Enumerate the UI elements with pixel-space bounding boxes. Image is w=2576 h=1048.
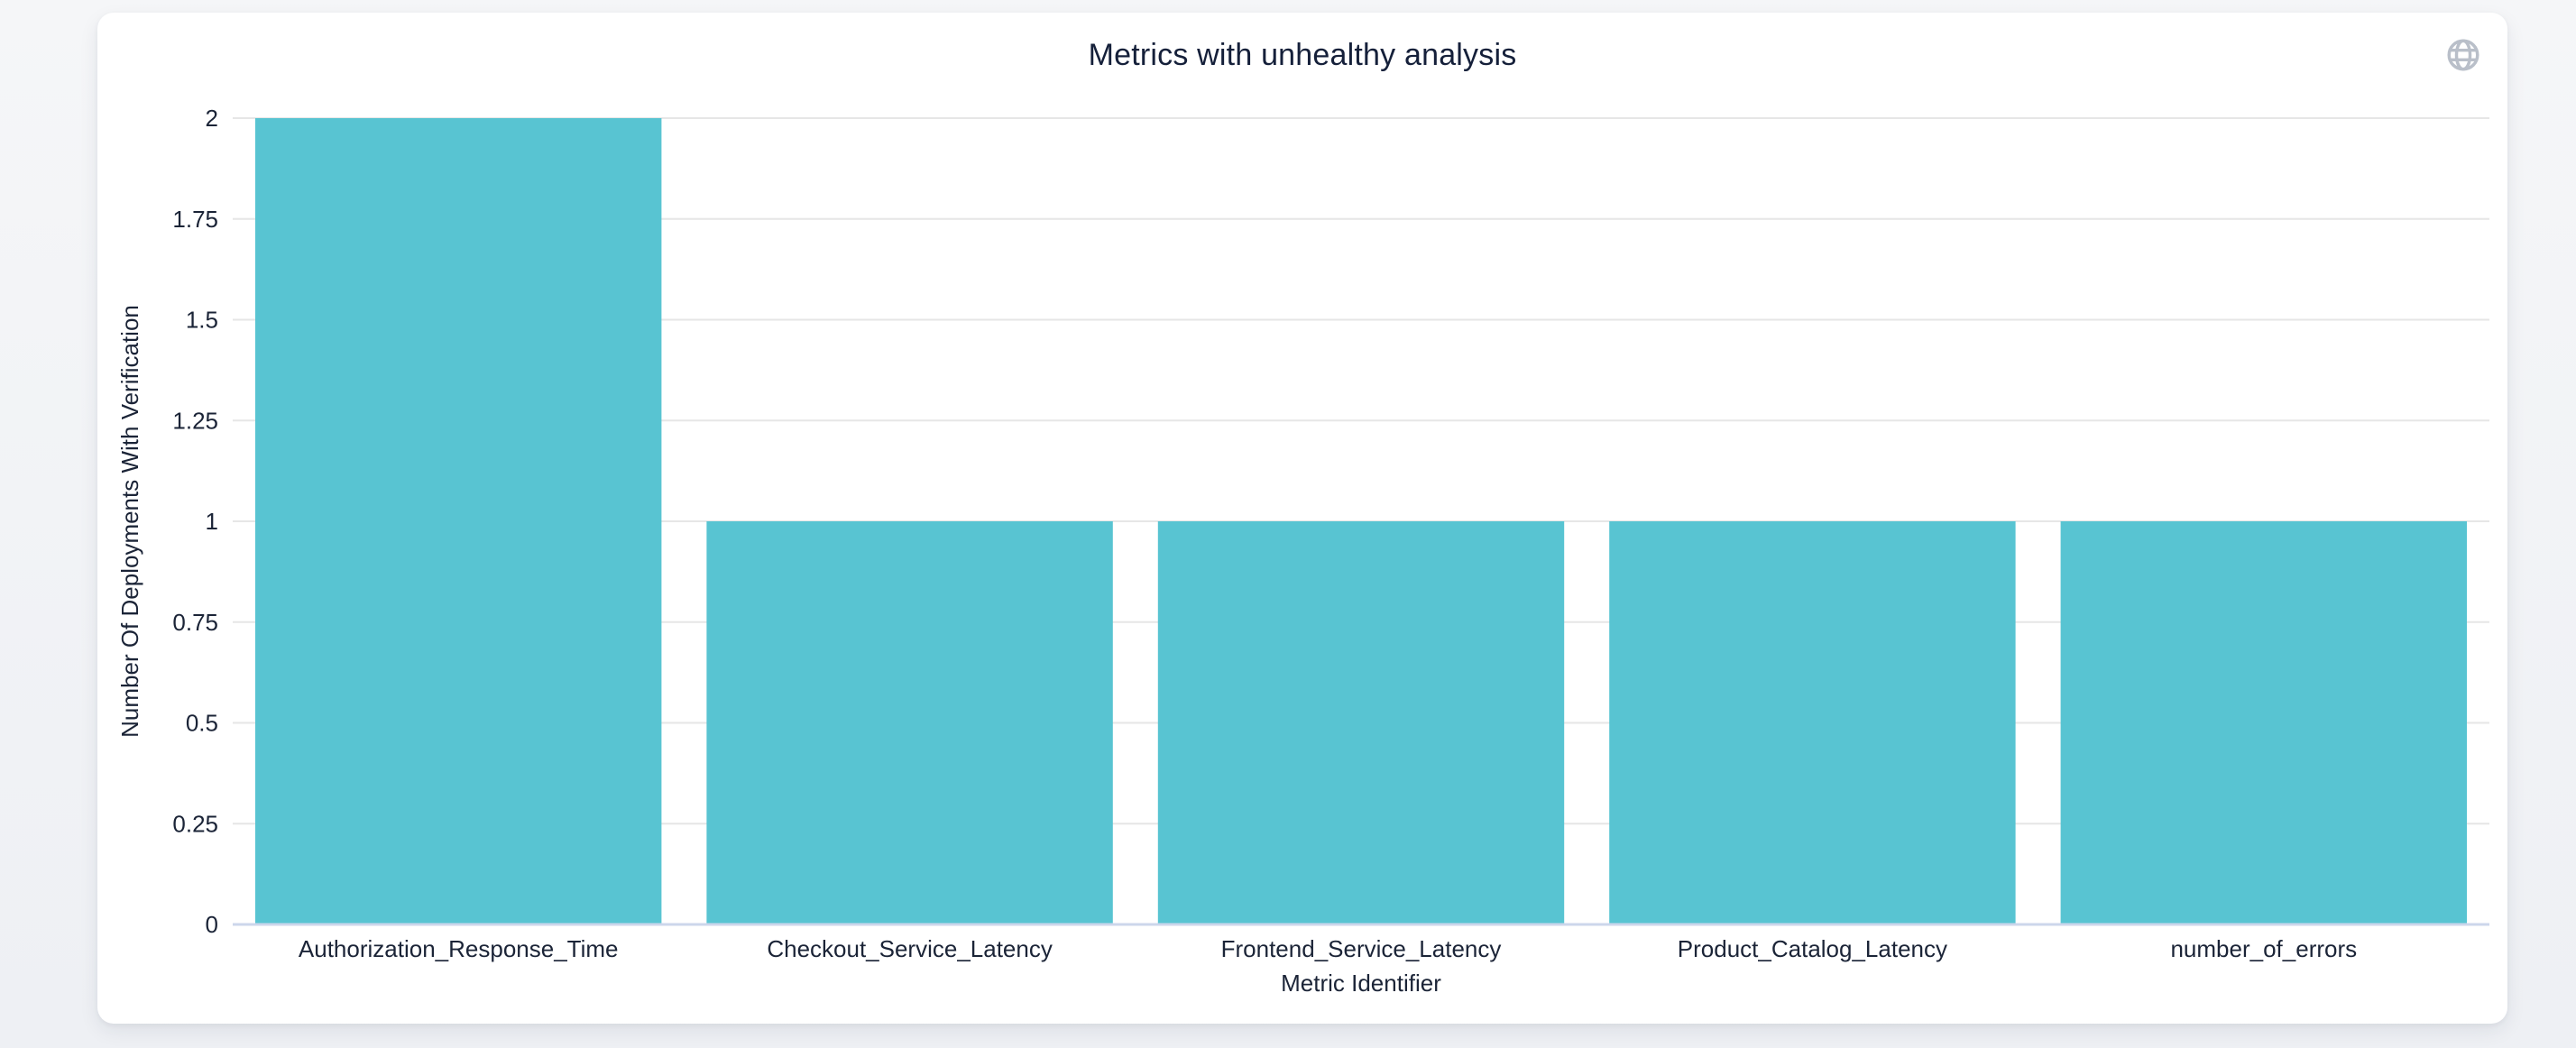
x-tick-label: number_of_errors	[2170, 935, 2357, 962]
bar-Authorization_Response_Time[interactable]	[255, 118, 662, 924]
y-tick-label: 0	[206, 911, 218, 938]
globe-icon[interactable]	[2443, 34, 2484, 76]
x-tick-label: Frontend_Service_Latency	[1221, 935, 1502, 962]
x-axis-title: Metric Identifier	[1281, 970, 1441, 997]
bar-Frontend_Service_Latency[interactable]	[1157, 521, 1565, 924]
globe-icon-glyph	[2447, 39, 2479, 71]
bar-Product_Catalog_Latency[interactable]	[1609, 521, 2016, 924]
y-tick-label: 0.5	[186, 710, 218, 737]
x-tick-label: Authorization_Response_Time	[299, 935, 619, 962]
y-tick-label: 2	[206, 105, 218, 132]
y-axis-title: Number Of Deployments With Verification	[116, 305, 143, 738]
y-tick-label: 1.5	[186, 307, 218, 334]
y-tick-label: 0.25	[172, 810, 218, 837]
bar-chart: 0 0.25 0.5 0.75 1 1.25 1.5 1.75 2 Authorization_R…	[116, 105, 2489, 997]
x-tick-label: Checkout_Service_Latency	[767, 935, 1053, 962]
bar-number_of_errors[interactable]	[2060, 521, 2467, 924]
y-tick-label: 1	[206, 508, 218, 535]
y-tick-label: 1.25	[172, 407, 218, 434]
y-tick-label: 0.75	[172, 609, 218, 636]
chart-card: Metrics with unhealthy analysis 0 0.25 0.5…	[97, 13, 2507, 1024]
bar-Checkout_Service_Latency[interactable]	[706, 521, 1113, 924]
x-tick-label: Product_Catalog_Latency	[1678, 935, 1947, 962]
y-tick-label: 1.75	[172, 206, 218, 233]
chart-title: Metrics with unhealthy analysis	[1088, 38, 1517, 72]
